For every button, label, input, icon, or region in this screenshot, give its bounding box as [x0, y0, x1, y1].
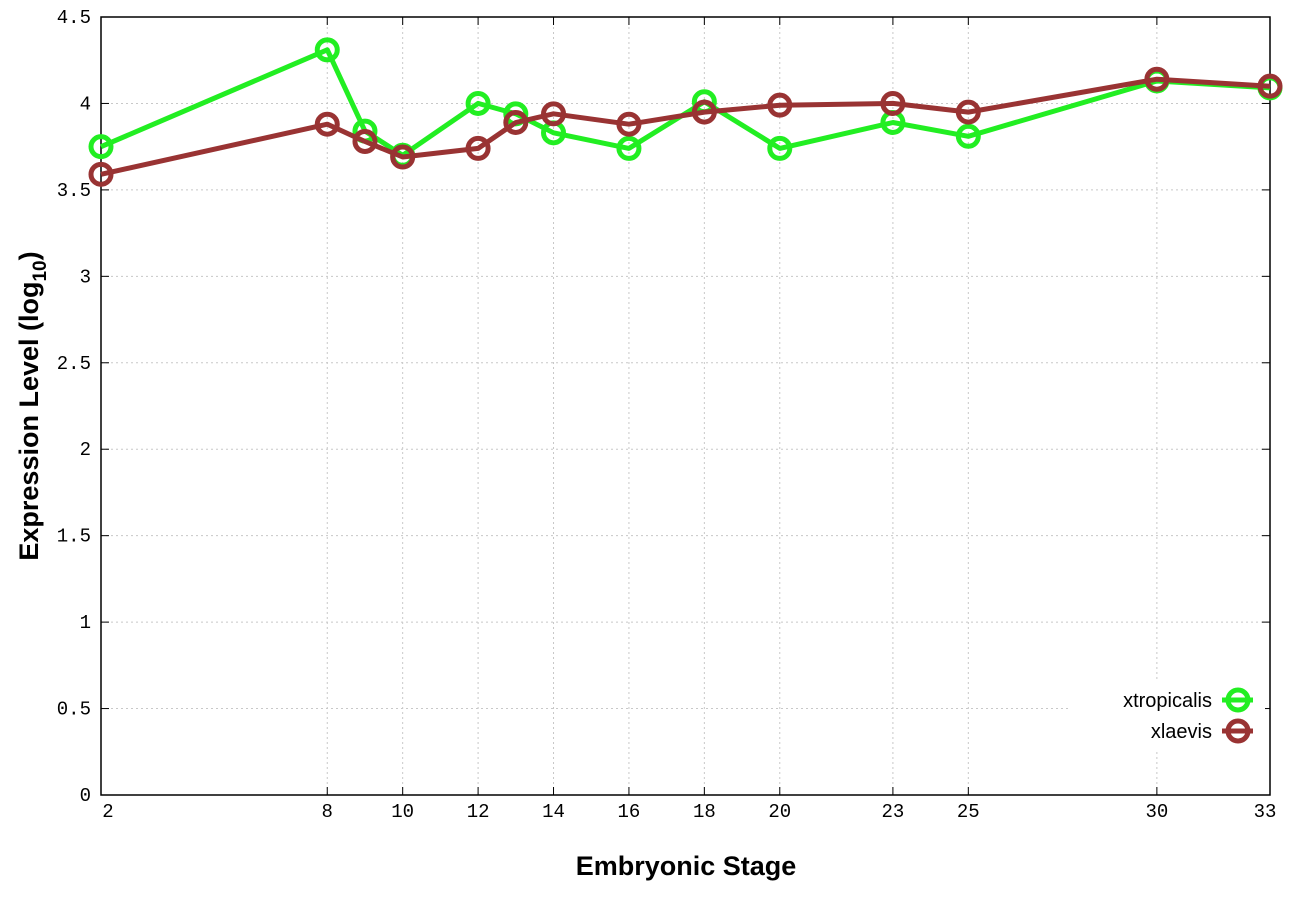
x-tick-label: 18 — [693, 801, 716, 823]
data-point-xtropicalis — [88, 134, 114, 160]
x-tick-label: 16 — [618, 801, 641, 823]
y-axis-title: Expression Level (log10) — [14, 251, 51, 560]
x-axis-title: Embryonic Stage — [576, 851, 797, 881]
y-tick-label: 3.5 — [57, 180, 91, 202]
data-point-xtropicalis — [955, 123, 981, 149]
data-point-xtropicalis — [314, 37, 340, 63]
data-point-xlaevis — [691, 99, 717, 125]
data-point-xlaevis — [314, 111, 340, 137]
y-tick-label: 0.5 — [57, 699, 91, 721]
x-tick-label: 33 — [1254, 801, 1277, 823]
data-point-xtropicalis — [767, 135, 793, 161]
x-tick-label: 8 — [322, 801, 333, 823]
data-point-xtropicalis — [616, 135, 642, 161]
legend: xtropicalis xlaevis — [1070, 680, 1265, 752]
y-axis-title-close: ) — [14, 251, 44, 260]
x-tick-label: 30 — [1145, 801, 1168, 823]
data-point-xlaevis — [390, 144, 416, 170]
y-tick-label: 1.5 — [57, 526, 91, 548]
series-xlaevis — [88, 66, 1283, 187]
series-xtropicalis — [88, 37, 1283, 168]
x-tick-label: 14 — [542, 801, 565, 823]
series-line-xtropicalis — [100, 47, 1271, 158]
series-layer — [88, 37, 1283, 187]
x-tick-label: 12 — [467, 801, 490, 823]
data-point-xlaevis — [352, 128, 378, 154]
ticks-layer: 0 0.5 1 1.5 2 2.5 3 3.5 4 4.5 2 8 10 12 14 16 18 20 23 25 30… — [57, 7, 1277, 823]
data-point-xtropicalis — [465, 90, 491, 116]
y-tick-label: 0 — [80, 785, 91, 807]
x-tick-label: 23 — [881, 801, 904, 823]
data-point-xlaevis — [616, 111, 642, 137]
y-axis-title-subscript: 10 — [30, 260, 51, 281]
y-tick-label: 4.5 — [57, 7, 91, 29]
legend-label-xtropicalis: xtropicalis — [1123, 690, 1212, 712]
series-line-xlaevis — [100, 76, 1271, 177]
data-point-xlaevis — [88, 161, 114, 187]
y-tick-label: 3 — [80, 266, 91, 288]
x-tick-label: 10 — [391, 801, 414, 823]
legend-marker-xtropicalis — [1225, 687, 1251, 713]
y-tick-label: 2 — [80, 439, 91, 461]
x-tick-label: 20 — [768, 801, 791, 823]
y-tick-label: 1 — [80, 612, 91, 634]
y-tick-label: 4 — [80, 93, 91, 115]
plot-frame — [100, 16, 1271, 796]
data-point-xlaevis — [503, 109, 529, 135]
y-tick-label: 2.5 — [57, 353, 91, 375]
x-tick-label: 2 — [102, 801, 113, 823]
data-point-xlaevis — [767, 92, 793, 118]
y-axis-title-main: Expression Level (log — [14, 282, 44, 561]
legend-label-xlaevis: xlaevis — [1151, 721, 1212, 743]
legend-marker-xlaevis — [1225, 718, 1251, 744]
data-point-xlaevis — [541, 101, 567, 127]
data-point-xlaevis — [465, 135, 491, 161]
x-tick-label: 25 — [957, 801, 980, 823]
data-point-xlaevis — [955, 99, 981, 125]
data-point-xlaevis — [880, 90, 906, 116]
data-point-xlaevis — [1144, 66, 1170, 92]
data-point-xlaevis — [1257, 73, 1283, 99]
